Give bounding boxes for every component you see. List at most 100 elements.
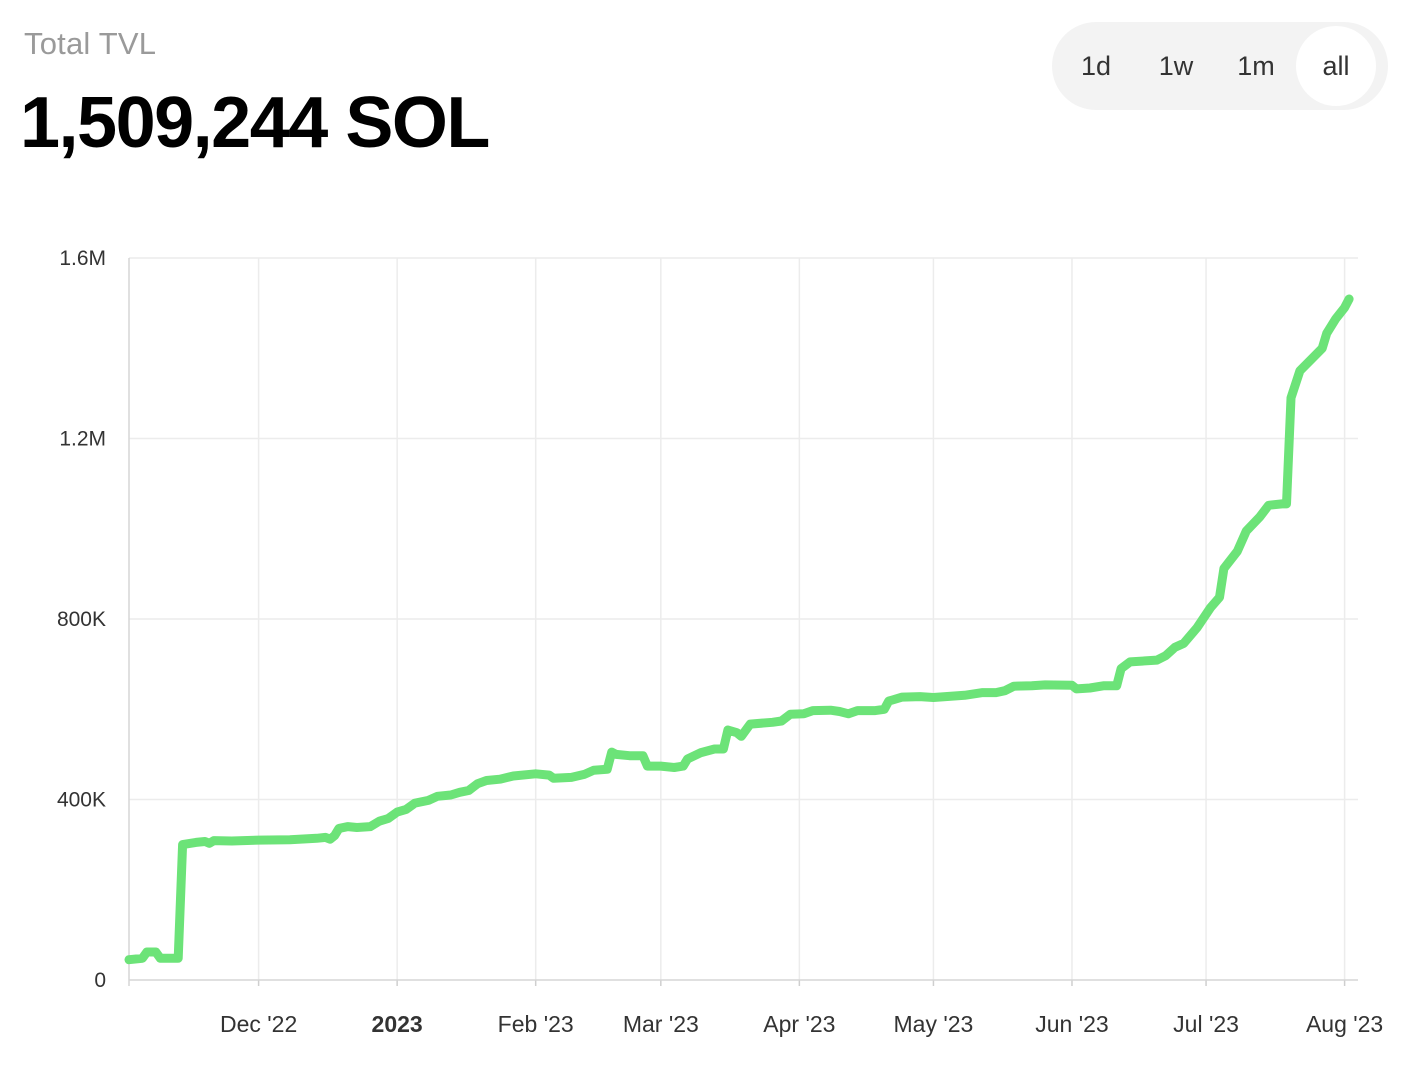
data-point	[1321, 347, 1323, 349]
data-point	[436, 795, 438, 797]
data-point	[700, 752, 702, 754]
data-point	[1223, 568, 1225, 570]
data-point	[660, 765, 662, 767]
data-point	[387, 818, 389, 820]
data-point	[1236, 550, 1238, 552]
tvl-line-chart: 0 400K 800K 1.2M 1.6M Dec '22 2023 Feb '23 Mar '…	[57, 247, 1383, 1037]
range-option-1m[interactable]: 1m	[1237, 50, 1275, 81]
data-point	[812, 710, 814, 712]
data-point	[146, 951, 148, 953]
data-point	[450, 794, 452, 796]
data-point	[781, 720, 783, 722]
range-option-1w[interactable]: 1w	[1158, 50, 1194, 81]
data-point	[749, 723, 751, 725]
x-tick-label: 2023	[372, 1011, 423, 1037]
data-point	[1129, 661, 1131, 663]
y-tick-label: 1.2M	[59, 428, 106, 451]
data-point	[1013, 685, 1015, 687]
data-point	[356, 827, 358, 829]
y-tick-label: 1.6M	[59, 247, 106, 270]
range-option-1d[interactable]: 1d	[1080, 50, 1112, 81]
x-tick-label: Apr '23	[763, 1011, 835, 1037]
data-point	[727, 729, 729, 731]
x-tick-label: Jul '23	[1173, 1011, 1239, 1037]
data-point	[772, 721, 774, 723]
data-point	[857, 710, 859, 712]
range-option-all[interactable]: all	[1296, 26, 1376, 106]
data-point	[629, 755, 631, 757]
y-tick-label: 800K	[57, 608, 106, 631]
x-tick-label: May '23	[894, 1011, 974, 1037]
x-tick-label: Dec '22	[220, 1011, 297, 1037]
data-point	[964, 694, 966, 696]
data-point	[919, 696, 921, 698]
y-tick-label: 400K	[57, 789, 106, 812]
data-point	[396, 811, 398, 813]
time-range-toggle: 1d 1w 1m all	[1052, 22, 1388, 110]
x-tick-label: Mar '23	[623, 1011, 699, 1037]
data-point	[1259, 516, 1261, 518]
axes	[128, 258, 1358, 986]
x-tick-label: Jun '23	[1035, 1011, 1108, 1037]
data-point	[182, 844, 184, 846]
data-point	[159, 957, 161, 959]
data-point	[932, 697, 934, 699]
data-point	[213, 840, 215, 842]
data-point	[128, 959, 130, 961]
data-point	[329, 838, 331, 840]
data-point	[874, 710, 876, 712]
data-point	[789, 713, 791, 715]
data-point	[1290, 397, 1292, 399]
data-point	[1344, 307, 1346, 309]
series-line-tvl	[124, 294, 1354, 965]
data-point	[459, 791, 461, 793]
y-tick-label: 0	[94, 969, 106, 992]
data-point	[334, 835, 336, 837]
data-point	[995, 692, 997, 694]
metric-label: Total TVL	[24, 26, 157, 61]
data-point	[1102, 685, 1104, 687]
data-point	[208, 842, 210, 844]
data-point	[1004, 690, 1006, 692]
data-point	[1335, 318, 1337, 320]
data-point	[848, 713, 850, 715]
data-point	[1281, 503, 1283, 505]
data-point	[1031, 685, 1033, 687]
data-point	[468, 790, 470, 792]
data-point	[830, 709, 832, 711]
tick-labels: 0 400K 800K 1.2M 1.6M Dec '22 2023 Feb '23 Mar '…	[57, 247, 1383, 1037]
data-point	[1116, 685, 1118, 687]
data-point	[486, 780, 488, 782]
data-point	[325, 836, 327, 838]
data-point	[593, 769, 595, 771]
data-point	[477, 783, 479, 785]
data-point	[1196, 627, 1198, 629]
data-point	[883, 708, 885, 710]
header: Total TVL 1,509,244 SOL 1d 1w 1m all	[0, 0, 1424, 200]
data-point	[499, 778, 501, 780]
data-point	[584, 773, 586, 775]
data-point	[1089, 687, 1091, 689]
data-point	[687, 758, 689, 760]
data-point	[646, 765, 648, 767]
data-point	[682, 765, 684, 767]
series-layer	[124, 294, 1354, 965]
data-point	[195, 841, 197, 843]
grid-lines	[129, 257, 1358, 980]
data-point	[535, 773, 537, 775]
data-point	[1245, 530, 1247, 532]
data-point	[803, 713, 805, 715]
data-point	[839, 711, 841, 713]
data-point	[1219, 596, 1221, 598]
data-point	[204, 841, 206, 843]
data-point	[642, 755, 644, 757]
metric-value: 1,509,244 SOL	[20, 83, 490, 163]
data-point	[1120, 668, 1122, 670]
data-point	[1075, 688, 1077, 690]
data-point	[1312, 356, 1314, 358]
data-point	[570, 776, 572, 778]
data-point	[289, 839, 291, 841]
data-point	[258, 839, 260, 841]
data-point	[714, 748, 716, 750]
data-point	[512, 775, 514, 777]
